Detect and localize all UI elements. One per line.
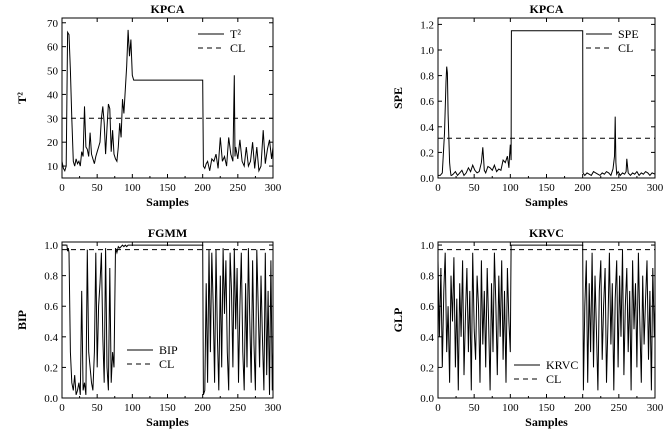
plot-frame xyxy=(61,17,274,179)
series-line-bip xyxy=(62,244,273,396)
x-axis-label: Samples xyxy=(146,195,189,209)
y-tick-label: 0.8 xyxy=(420,271,434,283)
x-tick-label: 300 xyxy=(647,402,664,414)
x-tick-label: 50 xyxy=(92,402,104,414)
y-tick-label: 0.2 xyxy=(420,362,434,374)
x-tick-label: 250 xyxy=(611,182,628,194)
y-tick-label: 70 xyxy=(47,18,59,30)
x-tick-label: 200 xyxy=(194,182,211,194)
y-tick-label: 0.6 xyxy=(420,96,434,108)
y-axis-label: BIP xyxy=(15,310,29,330)
y-tick-label: 0.8 xyxy=(44,271,58,283)
y-tick-label: 0.2 xyxy=(44,362,58,374)
y-tick-label: 1.0 xyxy=(44,240,58,252)
x-axis-label: Samples xyxy=(525,415,568,429)
y-tick-label: 0.4 xyxy=(44,332,58,344)
x-tick-label: 300 xyxy=(647,182,664,194)
y-tick-label: 0.0 xyxy=(420,173,434,185)
plot-frame xyxy=(61,241,274,399)
plot-frame xyxy=(437,17,656,179)
x-axis-label: Samples xyxy=(146,415,189,429)
y-tick-label: 0.0 xyxy=(44,393,58,405)
plot-frame xyxy=(437,241,656,399)
panel-fgmm_bip: FGMM 0 50 100 150 200 250 300 0.0 0.2 0.4 0.6 0.8 1.0… xyxy=(15,226,282,429)
y-tick-label: 0.6 xyxy=(420,301,434,313)
x-tick-label: 150 xyxy=(159,402,176,414)
x-tick-label: 50 xyxy=(469,402,481,414)
y-tick-label: 0.6 xyxy=(44,301,58,313)
y-axis-label: GLP xyxy=(391,308,405,333)
chart-title: KPCA xyxy=(530,2,564,16)
legend-label: CL xyxy=(159,357,174,371)
y-tick-label: 20 xyxy=(47,137,59,149)
x-tick-label: 200 xyxy=(574,182,591,194)
x-tick-label: 50 xyxy=(469,182,481,194)
panel-kpca_spe: KPCA 0 50 100 150 200 250 300 0.0 0.2 0.4 0.6 0.8 1.0… xyxy=(391,2,664,209)
y-tick-label: 50 xyxy=(47,66,59,78)
y-axis-label: SPE xyxy=(391,87,405,109)
y-tick-label: 1.0 xyxy=(420,240,434,252)
x-tick-label: 0 xyxy=(435,182,441,194)
legend-label: KRVC xyxy=(546,358,578,372)
y-tick-label: 30 xyxy=(47,113,59,125)
chart-title: KRVC xyxy=(529,226,564,240)
y-axis-label: T² xyxy=(15,92,29,104)
x-tick-label: 0 xyxy=(435,402,441,414)
y-tick-label: 1.2 xyxy=(420,19,434,31)
x-tick-label: 100 xyxy=(124,182,141,194)
series-line-krvc xyxy=(438,244,655,391)
x-tick-label: 200 xyxy=(194,402,211,414)
x-tick-label: 300 xyxy=(265,402,282,414)
chart-title: FGMM xyxy=(148,226,187,240)
x-tick-label: 250 xyxy=(230,402,247,414)
y-tick-label: 0.4 xyxy=(420,332,434,344)
series-line-spe xyxy=(438,30,655,177)
x-tick-label: 300 xyxy=(265,182,282,194)
chart-title: KPCA xyxy=(151,2,185,16)
x-tick-label: 200 xyxy=(574,402,591,414)
y-tick-label: 10 xyxy=(47,161,59,173)
legend-label: CL xyxy=(618,41,633,55)
y-tick-label: 0.4 xyxy=(420,122,434,134)
x-tick-label: 100 xyxy=(502,402,519,414)
series-line-t xyxy=(62,29,273,173)
legend-label: BIP xyxy=(159,343,178,357)
x-tick-label: 150 xyxy=(538,182,555,194)
x-tick-label: 250 xyxy=(611,402,628,414)
legend-label: CL xyxy=(546,372,561,386)
y-tick-label: 60 xyxy=(47,42,59,54)
y-tick-label: 0.2 xyxy=(420,147,434,159)
legend-label: T² xyxy=(230,27,241,41)
y-tick-label: 0.0 xyxy=(420,393,434,405)
x-tick-label: 50 xyxy=(92,182,104,194)
x-tick-label: 100 xyxy=(502,182,519,194)
legend-label: SPE xyxy=(618,27,639,41)
y-tick-label: 40 xyxy=(47,89,59,101)
y-tick-label: 0.8 xyxy=(420,71,434,83)
y-tick-label: 1.0 xyxy=(420,45,434,57)
panel-krvc_glp: KRVC 0 50 100 150 200 250 300 0.0 0.2 0.4 0.6 0.8 1.0… xyxy=(391,226,664,429)
panel-kpca_t2: KPCA 0 50 100 150 200 250 300 10 20 30 40 50 60 70 Samp… xyxy=(15,2,282,209)
x-tick-label: 100 xyxy=(124,402,141,414)
x-axis-label: Samples xyxy=(525,195,568,209)
x-tick-label: 0 xyxy=(59,402,65,414)
x-tick-label: 150 xyxy=(159,182,176,194)
legend-label: CL xyxy=(230,41,245,55)
x-tick-label: 150 xyxy=(538,402,555,414)
x-tick-label: 250 xyxy=(230,182,247,194)
x-tick-label: 0 xyxy=(59,182,65,194)
